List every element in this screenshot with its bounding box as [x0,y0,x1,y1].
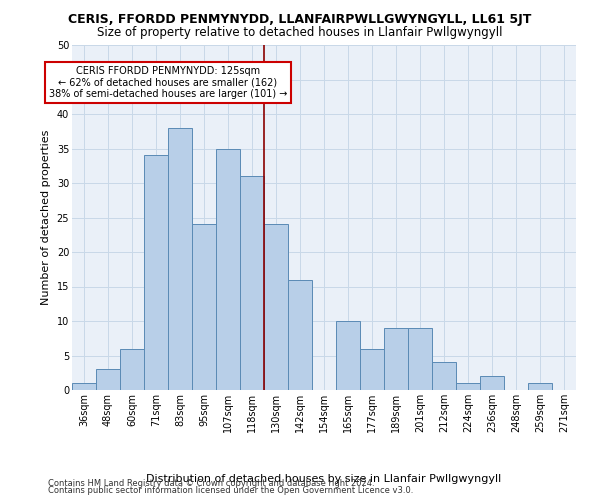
Bar [240,176,264,390]
Bar [192,224,216,390]
Bar [456,383,480,390]
Bar [336,321,360,390]
Bar [384,328,408,390]
Y-axis label: Number of detached properties: Number of detached properties [41,130,51,305]
Bar [96,370,120,390]
Text: Size of property relative to detached houses in Llanfair Pwllgwyngyll: Size of property relative to detached ho… [97,26,503,39]
Bar [528,383,552,390]
Bar [120,348,144,390]
Bar [216,148,240,390]
Text: Contains public sector information licensed under the Open Government Licence v3: Contains public sector information licen… [48,486,413,495]
Text: CERIS, FFORDD PENMYNYDD, LLANFAIRPWLLGWYNGYLL, LL61 5JT: CERIS, FFORDD PENMYNYDD, LLANFAIRPWLLGWY… [68,12,532,26]
Bar [360,348,384,390]
Bar [264,224,288,390]
Text: Contains HM Land Registry data © Crown copyright and database right 2024.: Contains HM Land Registry data © Crown c… [48,478,374,488]
Text: CERIS FFORDD PENMYNYDD: 125sqm
← 62% of detached houses are smaller (162)
38% of: CERIS FFORDD PENMYNYDD: 125sqm ← 62% of … [49,66,287,99]
Bar [432,362,456,390]
Bar [408,328,432,390]
Bar [144,156,168,390]
Bar [72,383,96,390]
Bar [288,280,312,390]
X-axis label: Distribution of detached houses by size in Llanfair Pwllgwyngyll: Distribution of detached houses by size … [146,474,502,484]
Bar [480,376,504,390]
Bar [168,128,192,390]
